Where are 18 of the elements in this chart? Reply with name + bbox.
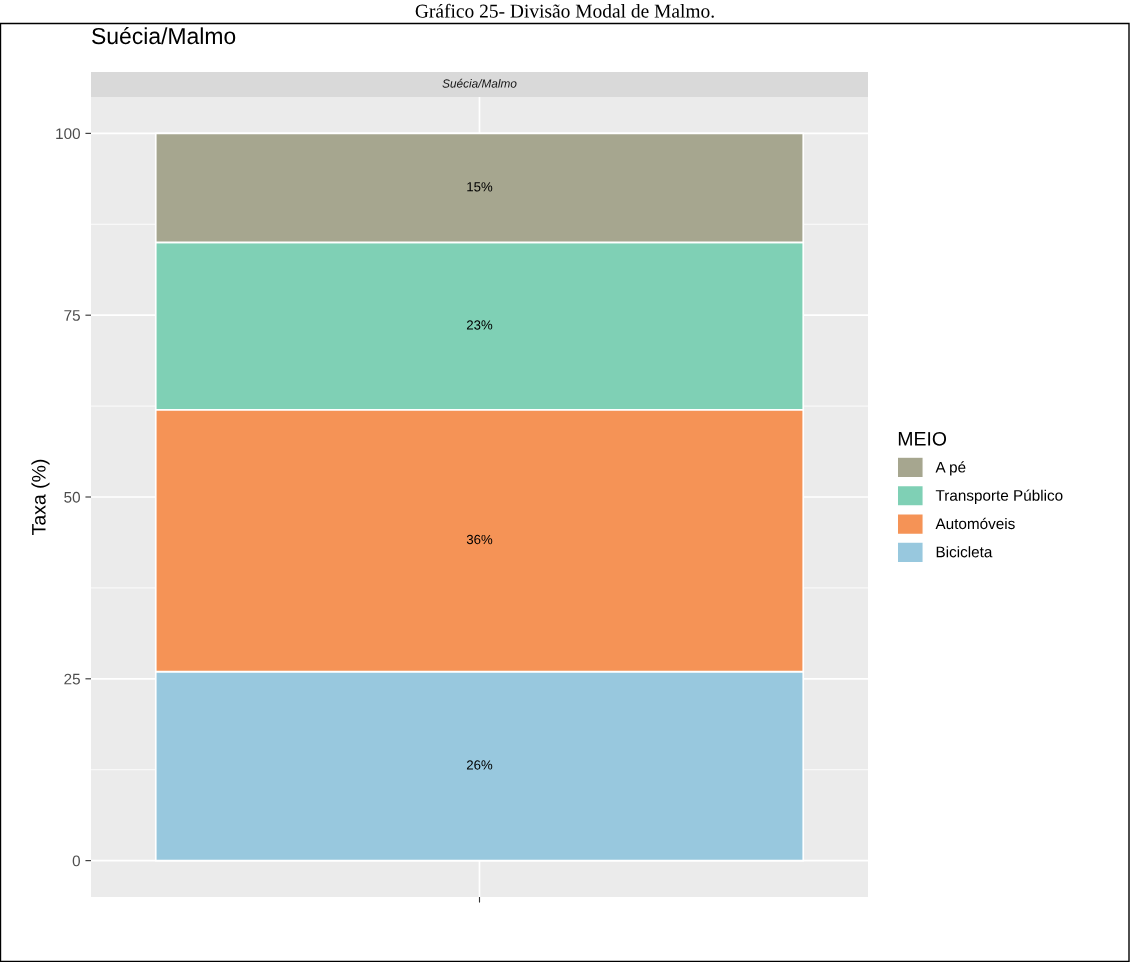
data-label: 23% (466, 320, 493, 330)
legend-label: Automóveis (935, 517, 1015, 530)
data-label: 36% (466, 534, 493, 545)
y-tick-label: 50 (64, 491, 80, 503)
y-tick-label: 0 (72, 855, 80, 867)
data-label: 26% (466, 760, 493, 770)
legend-title: MEIO (898, 431, 947, 446)
y-axis-title: Taxa (%) (31, 459, 50, 535)
text: Gráfico 25- Divisão Modal de Malmo. (415, 3, 714, 18)
legend-label: Bicicleta (936, 546, 993, 558)
legend-label: Transporte Público (935, 489, 1063, 504)
chart-subtitle: Suécia/Malmo (442, 78, 517, 88)
y-tick-label: 100 (56, 128, 80, 140)
data-label: 15% (467, 182, 493, 192)
y-tick-label: 25 (64, 673, 80, 685)
y-tick-label: 75 (64, 310, 80, 321)
legend-label: A pé (935, 461, 966, 476)
chart-title: Suécia/Malmo (92, 27, 236, 45)
